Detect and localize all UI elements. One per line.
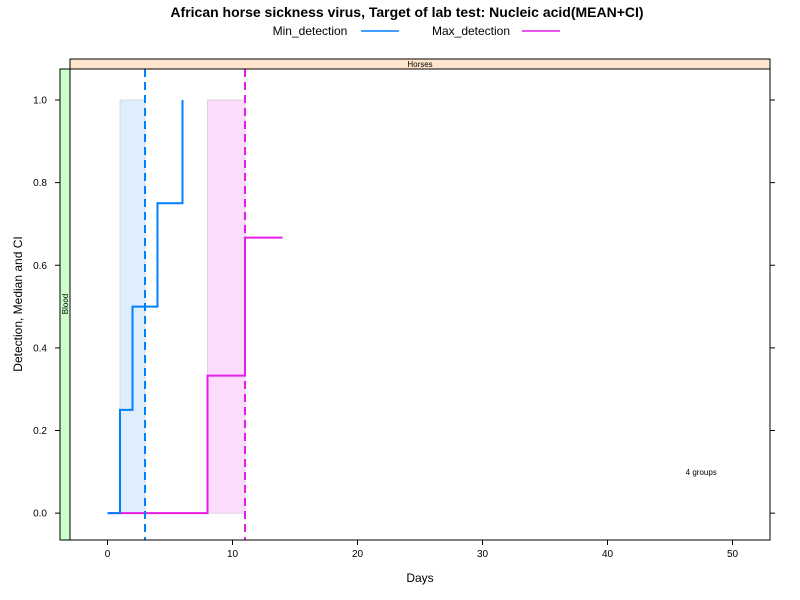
- strip-left: Blood: [59, 68, 71, 541]
- plot-area: [107, 69, 283, 540]
- strip-top: Horses: [69, 58, 771, 70]
- step-line-0: [107, 99, 184, 515]
- ci-band-1: [207, 99, 246, 514]
- x-axis: 0 10 20 30 40 50: [105, 540, 739, 560]
- x-tick-label: 50: [727, 549, 739, 560]
- chart-title: African horse sickness virus, Target of …: [170, 4, 643, 20]
- legend-label-max: Max_detection: [432, 24, 510, 38]
- y-tick-label: 1.0: [33, 95, 47, 106]
- strip-top-label: Horses: [407, 60, 432, 69]
- step-line-1: [107, 236, 283, 515]
- y-tick-label: 0.6: [33, 261, 47, 272]
- y-axis: 0.0 0.2 0.4 0.6 0.8 1.0: [33, 95, 775, 520]
- x-tick-label: 40: [602, 549, 614, 560]
- group-count-annotation: 4 groups: [686, 468, 717, 477]
- y-tick-label: 0.8: [33, 178, 47, 189]
- y-tick-label: 0.0: [33, 509, 47, 520]
- y-tick-label: 0.2: [33, 426, 47, 437]
- legend: Min_detection Max_detection: [273, 24, 560, 38]
- x-tick-label: 10: [227, 549, 239, 560]
- strip-left-label: Blood: [61, 294, 70, 314]
- x-axis-label: Days: [406, 571, 433, 585]
- x-tick-label: 0: [105, 549, 111, 560]
- x-tick-label: 20: [352, 549, 364, 560]
- legend-label-min: Min_detection: [273, 24, 348, 38]
- x-tick-label: 30: [477, 549, 489, 560]
- plot-frame: [69, 68, 771, 541]
- y-tick-label: 0.4: [33, 343, 47, 354]
- y-axis-label: Detection, Median and CI: [11, 236, 25, 371]
